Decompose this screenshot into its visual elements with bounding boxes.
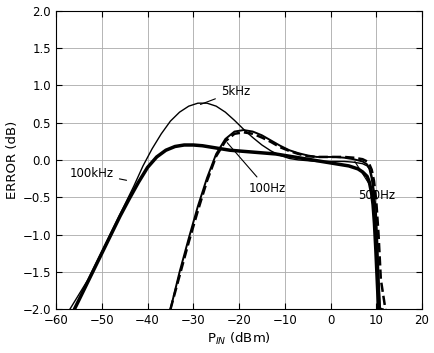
Text: 5kHz: 5kHz	[200, 85, 250, 104]
Text: 100kHz: 100kHz	[69, 167, 126, 180]
X-axis label: P$_{IN}$ (dBm): P$_{IN}$ (dBm)	[207, 331, 270, 347]
Text: 500Hz: 500Hz	[354, 162, 394, 202]
Y-axis label: ERROR (dB): ERROR (dB)	[6, 121, 19, 199]
Text: 100Hz: 100Hz	[227, 143, 285, 195]
